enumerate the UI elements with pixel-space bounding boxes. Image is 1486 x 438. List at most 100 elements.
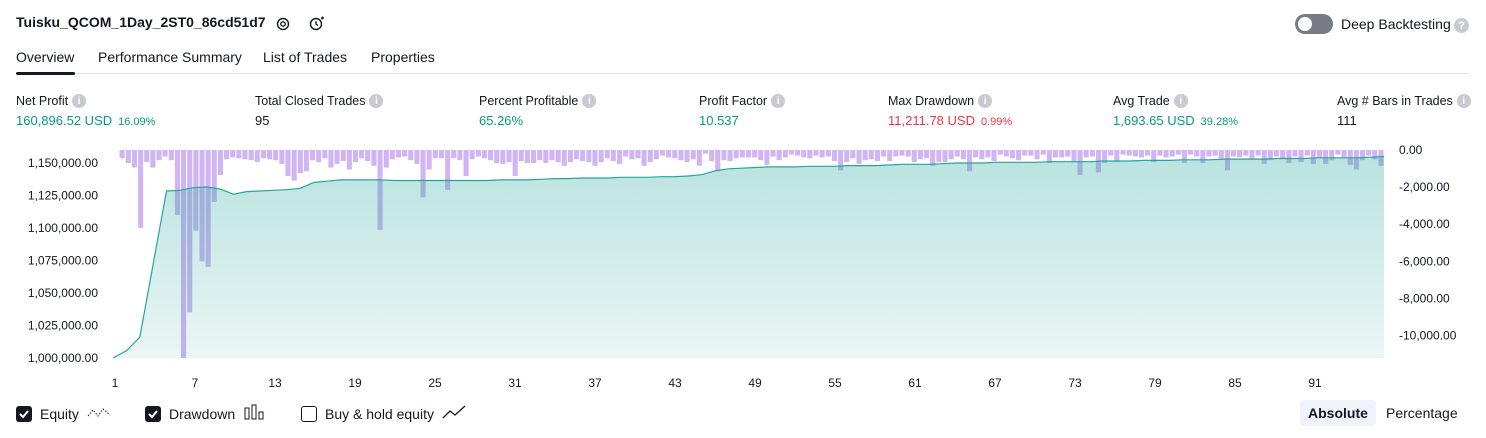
drawdown-bar	[825, 150, 831, 157]
legend-buy-hold[interactable]: Buy & hold equity	[301, 404, 466, 423]
stat-percent-profitable-label: Percent Profitable i	[479, 94, 597, 108]
drawdown-bar	[438, 150, 444, 159]
equity-checkbox[interactable]	[16, 405, 32, 422]
drawdown-bar	[715, 150, 721, 172]
drawdown-bar	[1274, 150, 1280, 157]
stat-avg-trade-value: 1,693.65 USD 39.28%	[1113, 113, 1238, 128]
drawdown-bar	[721, 150, 727, 161]
drawdown-bar	[979, 150, 985, 160]
drawdown-bar	[592, 150, 598, 166]
settings-icon[interactable]	[272, 13, 294, 35]
absolute-toggle[interactable]: Absolute	[1300, 400, 1376, 426]
drawdown-bar	[1003, 150, 1009, 157]
drawdown-bar	[795, 150, 801, 156]
drawdown-bar	[131, 150, 137, 168]
info-icon[interactable]: i	[72, 94, 87, 108]
equity-line-icon	[87, 404, 111, 423]
drawdown-bar	[217, 150, 223, 175]
tab-overview[interactable]: Overview	[16, 49, 75, 65]
stat-avg-bars-label: Avg # Bars in Trades i	[1337, 94, 1471, 108]
info-icon[interactable]: i	[771, 94, 786, 108]
drawdown-bar	[1335, 150, 1341, 155]
info-icon[interactable]: i	[582, 94, 597, 108]
drawdown-bar	[310, 150, 316, 161]
info-icon[interactable]: i	[978, 94, 993, 108]
percentage-toggle[interactable]: Percentage	[1386, 405, 1458, 421]
drawdown-bar	[168, 150, 174, 161]
right-axis: 0.00 -2,000.00 -4,000.00 -6,000.00 -8,000.00…	[1399, 143, 1457, 343]
legend-drawdown[interactable]: Drawdown	[145, 404, 265, 423]
drawdown-bar	[334, 150, 340, 164]
stat-avg-bars-value: 111	[1337, 113, 1357, 128]
drawdown-bar	[629, 150, 635, 160]
drawdown-bar	[709, 150, 715, 162]
equity-drawdown-chart[interactable]: 1,150,000.00 1,125,000.00 1,100,000.00 1,07…	[0, 140, 1486, 395]
drawdown-bar	[524, 150, 530, 163]
tab-list-of-trades[interactable]: List of Trades	[263, 49, 348, 65]
x-axis-tick-label: 91	[1308, 376, 1322, 390]
left-axis-tick-label: 1,000,000.00	[28, 351, 98, 365]
drawdown-bar	[936, 150, 942, 163]
drawdown-bar	[567, 150, 573, 163]
drawdown-bar	[236, 150, 242, 159]
tab-performance-summary[interactable]: Performance Summary	[98, 49, 242, 65]
drawdown-bar	[997, 150, 1003, 155]
drawdown-checkbox[interactable]	[145, 405, 161, 422]
drawdown-bar	[254, 150, 260, 163]
stat-avg-trade-label: Avg Trade i	[1113, 94, 1188, 108]
drawdown-bar	[230, 150, 236, 158]
drawdown-bar	[549, 150, 555, 161]
drawdown-bar	[211, 150, 217, 202]
drawdown-bar	[389, 150, 395, 160]
drawdown-bar	[1108, 150, 1114, 156]
drawdown-bar	[1028, 150, 1034, 156]
drawdown-bar	[1083, 150, 1089, 158]
drawdown-bar	[150, 150, 156, 168]
drawdown-bar	[297, 150, 303, 174]
drawdown-bar	[543, 150, 549, 163]
drawdown-bar	[1310, 150, 1316, 164]
drawdown-bar	[365, 150, 371, 162]
legend-equity[interactable]: Equity	[16, 404, 111, 423]
drawdown-bar	[868, 150, 874, 160]
left-axis-tick-label: 1,150,000.00	[28, 156, 98, 170]
drawdown-bar	[881, 150, 887, 157]
equity-area	[113, 156, 1384, 358]
x-axis-tick-label: 37	[588, 376, 602, 390]
drawdown-bar	[488, 150, 494, 161]
info-icon[interactable]: i	[1173, 94, 1188, 108]
info-icon[interactable]: i	[369, 94, 384, 108]
drawdown-bar	[887, 150, 893, 162]
info-icon[interactable]: i	[1456, 94, 1471, 108]
right-axis-tick-label: -2,000.00	[1399, 180, 1450, 194]
tab-properties[interactable]: Properties	[371, 49, 435, 65]
left-axis: 1,150,000.00 1,125,000.00 1,100,000.00 1,07…	[28, 156, 98, 365]
deep-backtesting-toggle[interactable]	[1295, 14, 1333, 34]
x-axis-tick-label: 61	[908, 376, 922, 390]
drawdown-bar	[678, 150, 684, 161]
deep-backtesting-help-icon[interactable]: ?	[1454, 18, 1469, 33]
drawdown-bar	[144, 150, 150, 163]
drawdown-bar	[1366, 150, 1372, 156]
drawdown-bar	[1102, 150, 1108, 163]
buy-hold-checkbox[interactable]	[301, 405, 317, 422]
stat-total-closed-trades-value: 95	[255, 113, 270, 128]
reload-icon[interactable]	[306, 13, 328, 35]
drawdown-bar	[1046, 150, 1052, 163]
drawdown-bar	[537, 150, 543, 161]
drawdown-bar	[138, 150, 144, 228]
drawdown-bar	[967, 150, 973, 172]
drawdown-bar	[991, 150, 997, 162]
drawdown-bar	[353, 150, 359, 163]
drawdown-bar	[561, 150, 567, 166]
drawdown-bar	[1169, 150, 1175, 157]
drawdown-bar	[1317, 150, 1323, 158]
drawdown-bar	[125, 150, 131, 163]
drawdown-bar	[285, 150, 291, 176]
drawdown-bar	[414, 150, 420, 164]
x-axis: 1 7 13 19 25 31 37 43 49 55 61 67 73 79 85 91	[112, 376, 1322, 390]
drawdown-bar	[279, 150, 285, 164]
drawdown-bar	[702, 150, 708, 154]
drawdown-bar	[1151, 150, 1157, 163]
drawdown-bar	[451, 150, 457, 159]
